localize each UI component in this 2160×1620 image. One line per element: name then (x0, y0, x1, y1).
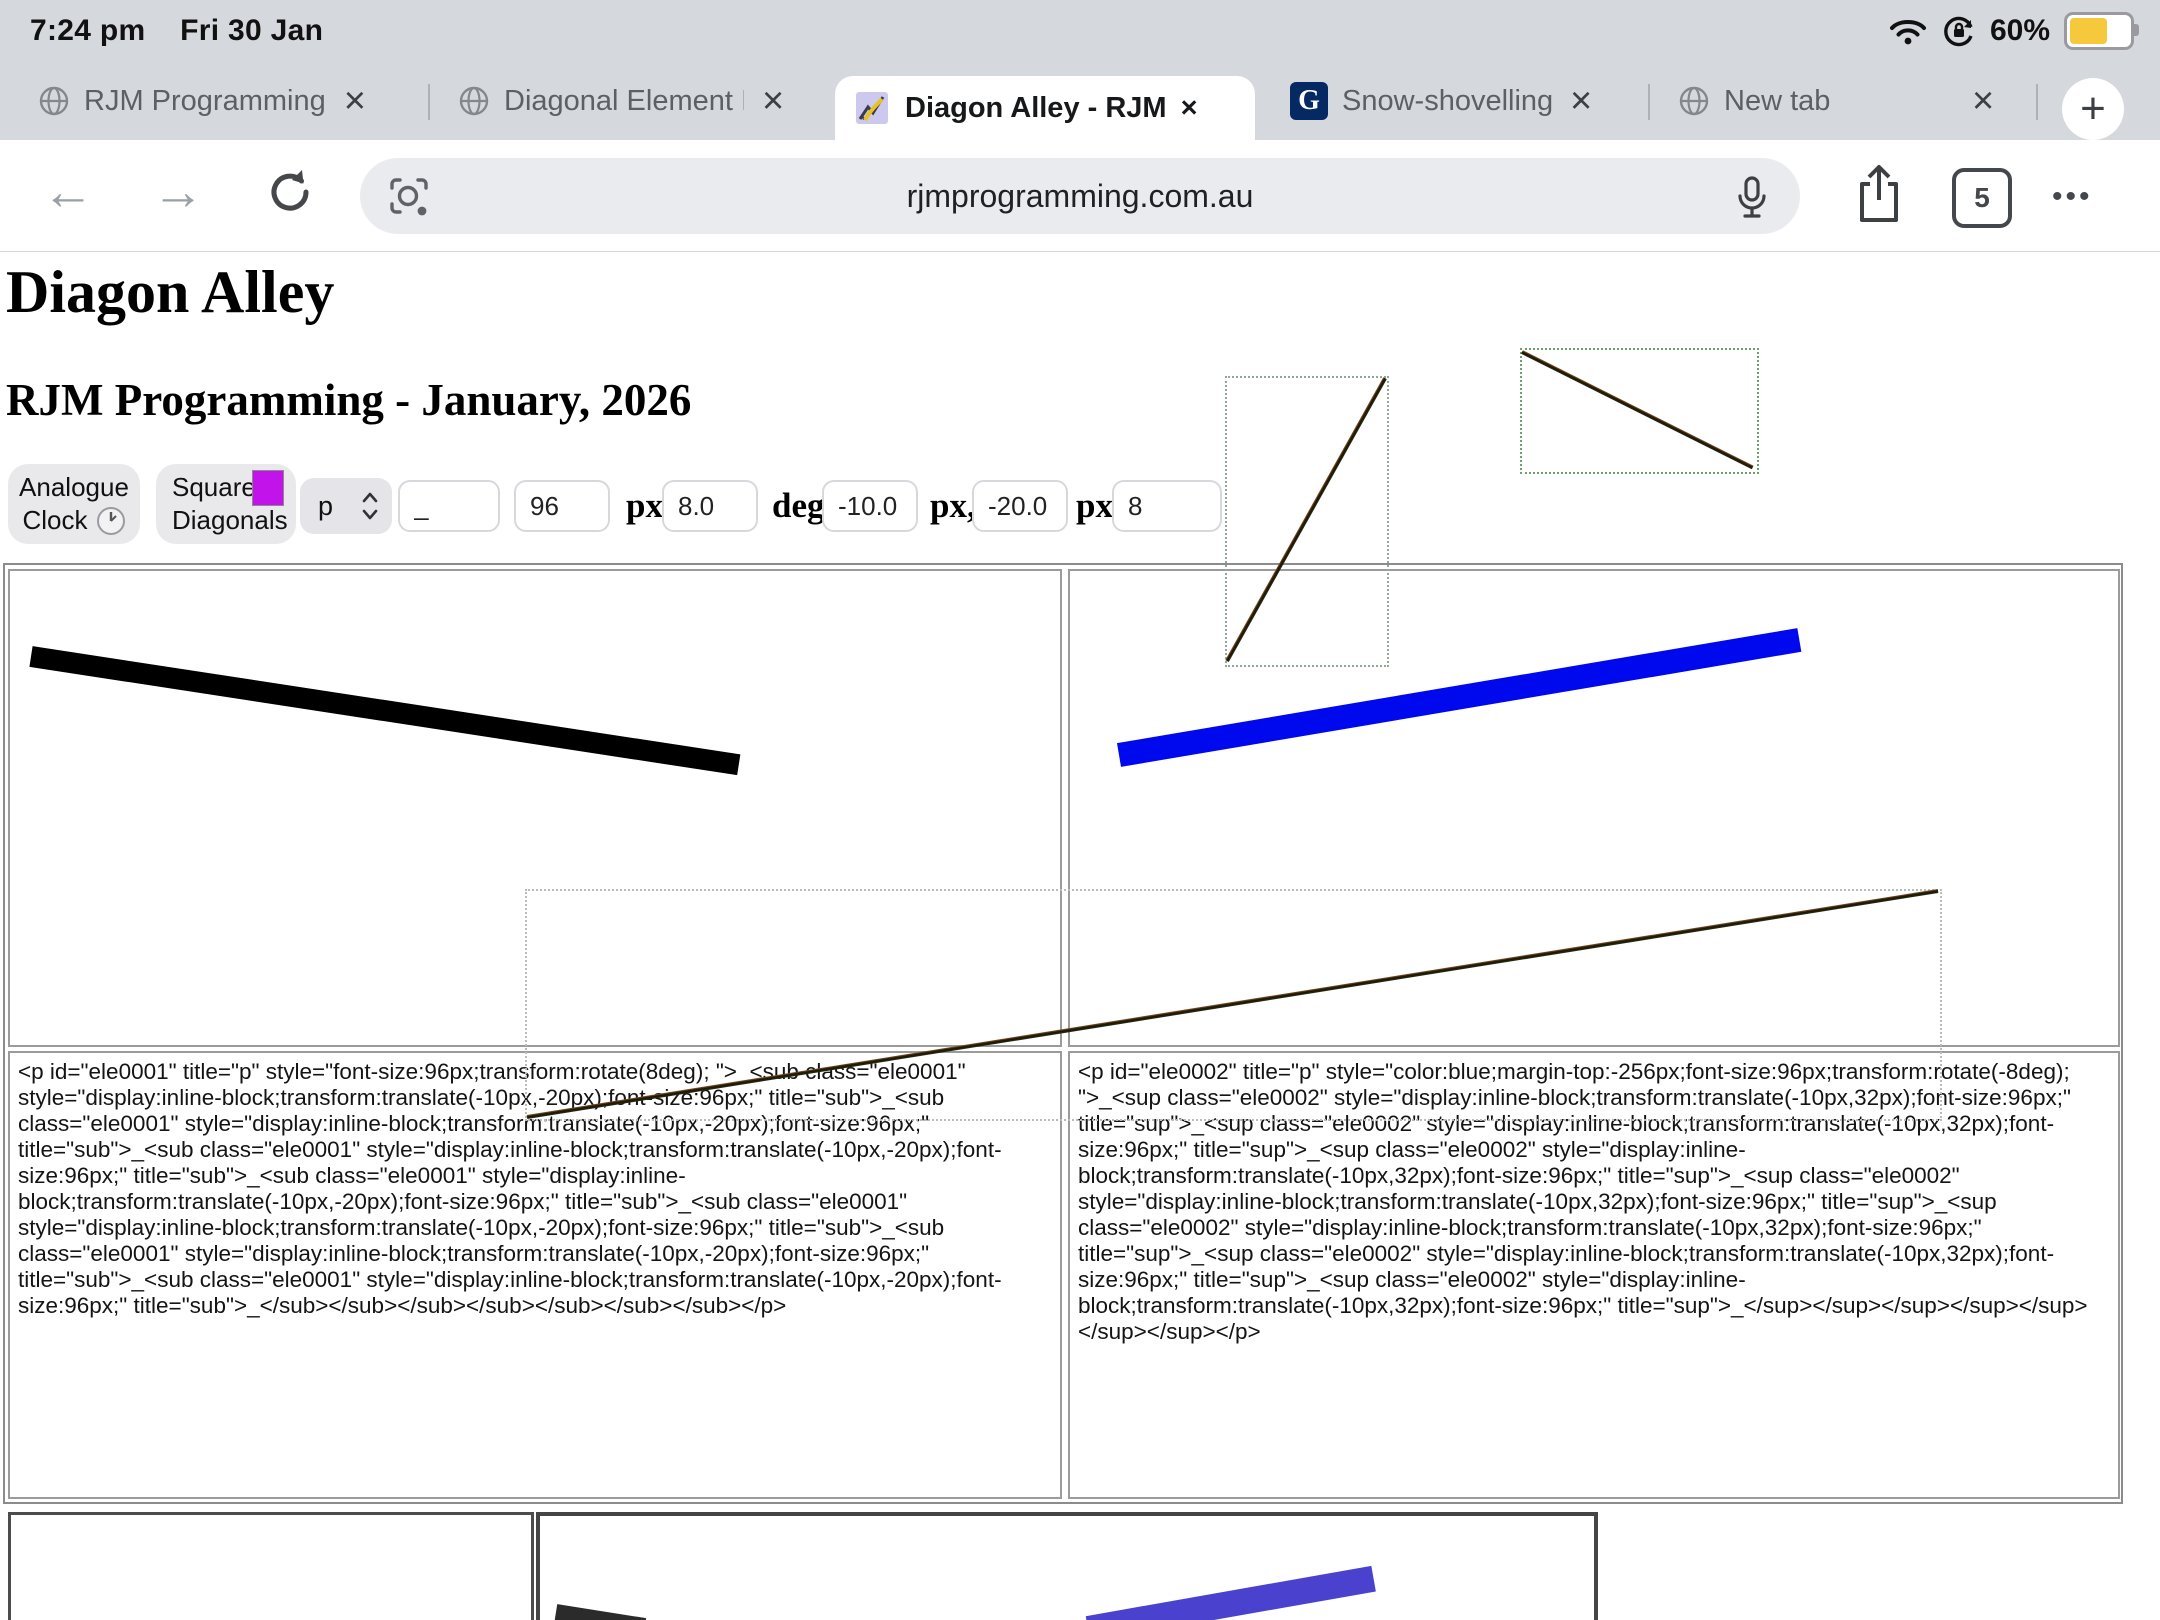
guardian-icon: G (1290, 82, 1328, 120)
tag-select[interactable]: p (300, 478, 392, 534)
globe-icon (38, 85, 70, 117)
tab-diagon-alley-active[interactable]: Diagon Alley - RJM × (835, 76, 1255, 140)
tab-label: RJM Programming (84, 84, 326, 117)
rotation-lock-icon (1942, 14, 1976, 48)
page-subtitle: RJM Programming - January, 2026 (6, 375, 692, 425)
toolbar: ← → rjmprogramming.com.au (0, 140, 2160, 252)
tag-select-value: p (318, 490, 334, 521)
bottom-panel-demo (536, 1512, 1598, 1620)
globe-icon (458, 85, 490, 117)
tab-new-tab[interactable]: New tab (1678, 62, 1928, 140)
square-diagonals-label-line1: Square (172, 472, 256, 502)
tab-label: Snow-shovelling M (1342, 84, 1552, 117)
tab-diagonal-element[interactable]: Diagonal Element I × (458, 62, 828, 140)
close-icon[interactable]: × (1180, 91, 1198, 124)
favicon (853, 89, 891, 127)
page-title: Diagon Alley (6, 259, 335, 325)
tab-divider (1648, 84, 1650, 120)
clock-icon (96, 506, 126, 536)
bottom-violet-line (1085, 1565, 1376, 1620)
tab-label: Diagon Alley - RJM (905, 91, 1167, 124)
selection-box-topright (1520, 348, 1759, 474)
selection-box-steep (1225, 376, 1389, 667)
mic-icon[interactable] (1730, 174, 1774, 220)
selection-box-wide (525, 889, 1942, 1121)
reload-button[interactable] (262, 164, 318, 220)
angle-input[interactable] (662, 480, 758, 532)
status-date: Fri 30 Jan (180, 14, 324, 47)
square-diagonals-button[interactable]: Square Diagonals (156, 464, 296, 544)
analogue-clock-label-line2: Clock (22, 505, 88, 535)
url-text: rjmprogramming.com.au (906, 178, 1254, 214)
back-button[interactable]: ← (42, 163, 94, 221)
translate-y-input[interactable] (972, 480, 1068, 532)
font-size-input[interactable] (514, 480, 610, 532)
character-input[interactable] (398, 480, 500, 532)
demo-cell-left (8, 569, 1062, 1047)
square-diagonals-label-line2: Diagonals (172, 505, 288, 535)
close-icon[interactable]: × (343, 80, 366, 122)
tab-divider (2036, 84, 2038, 120)
globe-icon (1678, 85, 1710, 117)
clock-time: 7:24 pm (30, 14, 146, 47)
demo-table (3, 563, 2123, 1504)
lens-icon[interactable] (386, 174, 432, 220)
close-icon[interactable]: × (1972, 80, 1995, 122)
demo-cell-right (1068, 569, 2120, 1047)
battery-percent: 60% (1989, 14, 2050, 47)
share-icon[interactable] (1848, 162, 1910, 228)
color-swatch[interactable] (252, 470, 284, 506)
select-chevrons-icon (360, 489, 380, 523)
omnibox[interactable]: rjmprogramming.com.au (360, 158, 1800, 234)
code-block-left: <p id="ele0001" title="p" style="font-si… (8, 1051, 1062, 1499)
close-icon[interactable]: × (1570, 80, 1593, 122)
tab-strip: RJM Programming × Diagonal Element I × D… (0, 62, 2160, 140)
tab-rjm-programming[interactable]: RJM Programming × (38, 62, 410, 140)
tab-divider (428, 84, 430, 120)
close-icon[interactable]: × (762, 80, 785, 122)
px2-label: px (1076, 486, 1113, 525)
forward-button[interactable]: → (152, 163, 204, 221)
tab-switcher-button[interactable]: 5 (1952, 168, 2012, 228)
analogue-clock-button[interactable]: Analogue Clock (8, 464, 140, 544)
count-input[interactable] (1112, 480, 1222, 532)
status-time-date: 7:24 pm Fri 30 Jan (30, 14, 323, 48)
wifi-icon (1888, 16, 1928, 46)
battery-icon (2064, 12, 2139, 50)
toolbar-divider (0, 251, 2160, 252)
tab-snow-shovelling[interactable]: G Snow-shovelling M × (1290, 62, 1622, 140)
code-block-right: <p id="ele0002" title="p" style="color:b… (1068, 1051, 2120, 1499)
status-bar: 7:24 pm Fri 30 Jan 60% (0, 0, 2160, 62)
analogue-clock-label-line1: Analogue (19, 472, 129, 502)
translate-x-input[interactable] (822, 480, 918, 532)
menu-button[interactable]: ••• (2052, 180, 2093, 213)
px-comma-label: px, (930, 486, 976, 525)
tab-label: Diagonal Element I (504, 84, 744, 117)
tab-label: New tab (1724, 84, 1831, 117)
deg-label: deg (772, 486, 825, 525)
bottom-black-line-tip (554, 1604, 647, 1620)
close-new-tab[interactable]: × (1968, 62, 2018, 140)
bottom-panel-left (8, 1512, 534, 1620)
new-tab-button[interactable]: + (2062, 78, 2124, 140)
px-label: px (626, 486, 663, 525)
